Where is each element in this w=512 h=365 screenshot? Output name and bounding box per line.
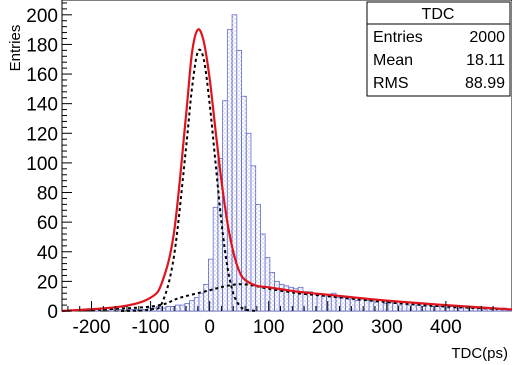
histogram-bar xyxy=(316,294,323,312)
histogram-bar xyxy=(274,280,280,312)
y-tick-label: 0 xyxy=(47,302,58,323)
x-tick-label: 400 xyxy=(430,317,462,338)
y-tick-label: 160 xyxy=(26,65,58,86)
y-tick-label: 40 xyxy=(37,243,58,264)
histogram-bar xyxy=(434,306,441,312)
histogram-bar xyxy=(231,14,238,312)
x-tick-label: 0 xyxy=(204,317,215,338)
histogram-bar xyxy=(392,303,398,312)
histogram-bar xyxy=(321,294,327,312)
histogram-bar xyxy=(250,165,257,312)
histogram-bar xyxy=(174,304,181,312)
stats-box: TDC Entries 2000 Mean 18.11 RMS 88.99 xyxy=(366,1,511,97)
histogram-bar xyxy=(368,300,375,312)
y-tick-label: 180 xyxy=(26,35,58,56)
y-tick-label: 200 xyxy=(26,6,58,27)
x-tick-label: -100 xyxy=(132,317,170,338)
stats-entries-value: 2000 xyxy=(469,29,505,46)
x-tick-label: 300 xyxy=(371,317,403,338)
fit-tail-curve xyxy=(61,283,512,312)
fit-peak-curve xyxy=(121,48,258,312)
histogram-bar xyxy=(203,283,209,312)
histogram-bar xyxy=(345,298,351,312)
x-tick-label: -200 xyxy=(73,317,111,338)
y-axis-title: Entries xyxy=(7,25,24,72)
histogram-bar xyxy=(411,304,417,312)
axes: 0 20 40 60 80 100 120 140 160 180 200 -200 -100 0 100 2… xyxy=(26,2,494,338)
x-tick-label: 200 xyxy=(312,317,344,338)
stats-box-title: TDC xyxy=(422,6,455,23)
histogram-bar xyxy=(260,233,266,312)
histogram-bar xyxy=(340,297,346,312)
stats-mean-value: 18.11 xyxy=(466,52,505,69)
histogram-bar xyxy=(212,206,219,312)
histogram-bar xyxy=(363,300,370,312)
fit-total-curve xyxy=(61,28,512,313)
stats-rms-label: RMS xyxy=(373,75,409,92)
stats-mean-label: Mean xyxy=(373,52,413,69)
histogram-bar xyxy=(387,301,394,312)
histogram-bar xyxy=(458,307,464,312)
y-tick-label: 60 xyxy=(37,213,58,234)
histogram-bar xyxy=(198,292,205,312)
histogram-bar xyxy=(165,306,172,312)
y-tick-label: 120 xyxy=(26,124,58,145)
x-tick-label: 100 xyxy=(253,317,285,338)
histogram-bar xyxy=(179,304,186,312)
x-axis-title: TDC(ps) xyxy=(451,345,508,362)
fit-curves xyxy=(61,28,512,313)
stats-box-frame xyxy=(366,1,511,97)
histogram-bar xyxy=(269,272,275,312)
stats-entries-label: Entries xyxy=(373,29,423,46)
stats-rms-value: 88.99 xyxy=(465,75,505,92)
histogram-bar xyxy=(354,300,361,312)
y-tick-label: 20 xyxy=(37,272,58,293)
y-tick-label: 100 xyxy=(26,154,58,175)
histogram-bar xyxy=(189,300,195,312)
histogram-bars xyxy=(94,14,512,312)
histogram-bar xyxy=(415,304,422,312)
histogram-bar xyxy=(255,203,261,312)
y-tick-label: 140 xyxy=(26,95,58,116)
y-tick-label: 80 xyxy=(37,184,58,205)
